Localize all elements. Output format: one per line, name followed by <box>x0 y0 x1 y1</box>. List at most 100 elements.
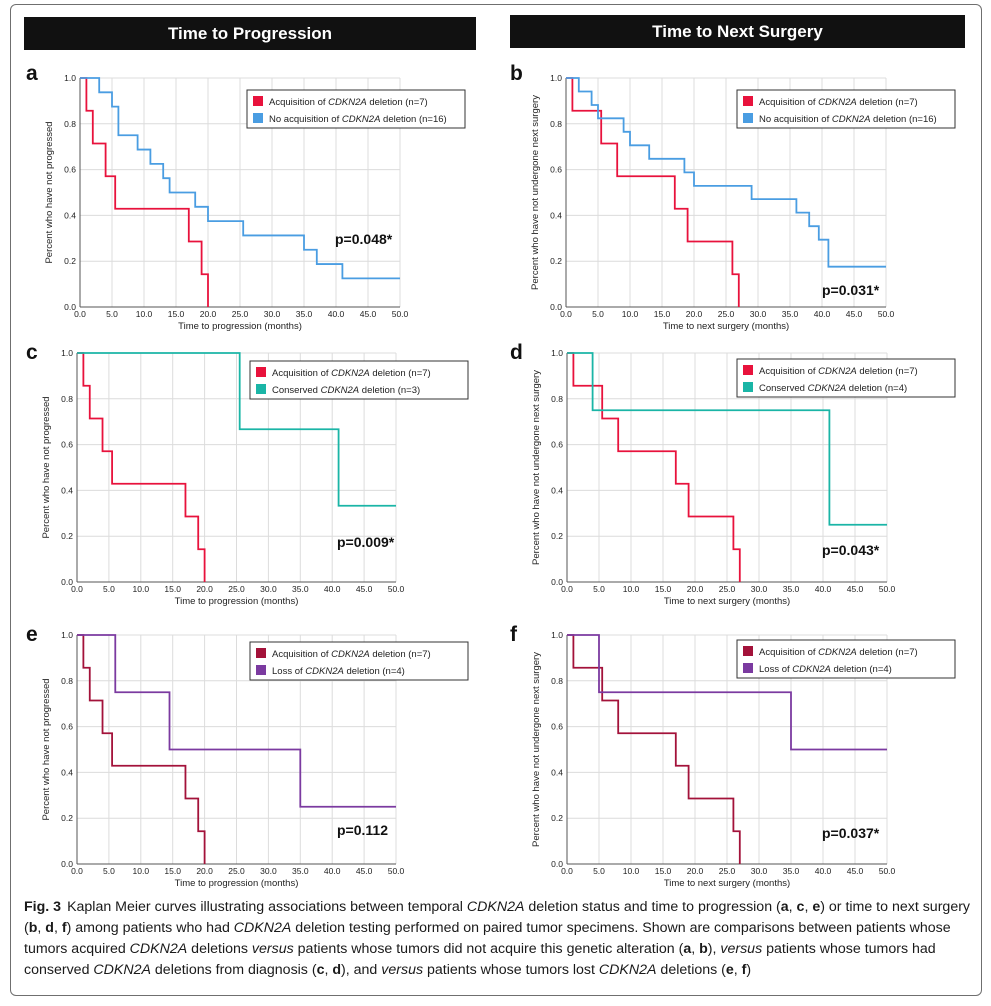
y-tick-label: 0.4 <box>61 767 73 777</box>
km-curve <box>567 634 741 864</box>
panel-letter: d <box>510 341 523 364</box>
legend-label: Loss of CDKN2A deletion (n=4) <box>272 666 405 677</box>
legend-swatch <box>743 113 753 123</box>
caption-segment: , <box>804 899 813 915</box>
x-tick-label: 5.0 <box>592 309 604 319</box>
legend-label-suffix: deletion (n=16) <box>380 114 446 125</box>
legend-swatch <box>743 382 753 392</box>
legend-box <box>736 358 956 398</box>
legend-label-gene: CDKN2A <box>321 385 360 396</box>
x-tick-label: 15.0 <box>164 584 181 594</box>
p-value: p=0.009* <box>337 534 395 550</box>
x-tick-label: 5.0 <box>106 309 118 319</box>
x-tick-label: 10.0 <box>133 866 150 876</box>
x-tick-label: 35.0 <box>783 584 800 594</box>
legend-label-gene: CDKN2A <box>818 97 857 108</box>
panel-letter: c <box>26 341 38 364</box>
km-curve <box>77 634 206 864</box>
y-axis-label: Percent who have not progressed <box>44 121 55 263</box>
x-tick-label: 10.0 <box>136 309 153 319</box>
y-tick-label: 0.8 <box>550 119 562 129</box>
y-tick-label: 0.2 <box>550 256 562 266</box>
x-tick-label: 45.0 <box>847 866 864 876</box>
legend-box <box>736 639 956 679</box>
legend: Acquisition of CDKN2A deletion (n=7) Cons… <box>249 360 469 400</box>
x-tick-label: 50.0 <box>878 309 895 319</box>
x-tick-label: 15.0 <box>654 309 671 319</box>
legend-label-suffix: deletion (n=7) <box>367 97 428 108</box>
caption-segment: ), and <box>341 962 382 978</box>
y-tick-label: 0.2 <box>64 256 76 266</box>
legend-swatch <box>743 646 753 656</box>
km-panel-c: c 0.0 5.0 10.0 15.0 20.0 25.0 30.0 35.0 40.0 45.0 5… <box>26 341 469 607</box>
x-tick-label: 10.0 <box>133 584 150 594</box>
y-tick-label: 0.8 <box>551 676 563 686</box>
x-tick-label: 5.0 <box>593 866 605 876</box>
legend-label-gene: CDKN2A <box>328 97 367 108</box>
x-tick-label: 40.0 <box>815 584 832 594</box>
y-tick-label: 0.2 <box>61 531 73 541</box>
x-tick-label: 35.0 <box>783 866 800 876</box>
y-tick-label: 0.2 <box>61 813 73 823</box>
y-axis-label: Percent who have not progressed <box>41 678 52 820</box>
caption-segment: CDKN2A <box>466 899 525 915</box>
figure-caption: Fig. 3 Kaplan Meier curves illustrating a… <box>24 897 974 981</box>
legend: Acquisition of CDKN2A deletion (n=7) Cons… <box>736 358 956 398</box>
legend-swatch <box>743 96 753 106</box>
panel-letter: b <box>510 62 523 85</box>
caption-segment: ) among patients who had <box>66 920 234 936</box>
caption-segment: ) <box>746 962 752 978</box>
y-tick-label: 0.6 <box>551 722 563 732</box>
x-tick-label: 50.0 <box>879 866 896 876</box>
y-tick-label: 1.0 <box>551 348 563 358</box>
caption-segment: , <box>324 962 333 978</box>
x-tick-label: 45.0 <box>360 309 377 319</box>
caption-text: Kaplan Meier curves illustrating associa… <box>24 899 970 978</box>
x-tick-label: 15.0 <box>655 866 672 876</box>
legend-swatch <box>256 384 266 394</box>
legend-label-gene: CDKN2A <box>818 647 857 658</box>
x-axis-label: Time to progression (months) <box>175 596 299 607</box>
legend-label-prefix: Acquisition of <box>759 366 818 377</box>
km-curve <box>567 634 887 751</box>
x-tick-label: 20.0 <box>687 866 704 876</box>
y-tick-label: 0.8 <box>64 119 76 129</box>
y-axis-label: Percent who have not undergone next surg… <box>531 370 542 565</box>
x-tick-label: 0.0 <box>74 309 86 319</box>
y-tick-label: 1.0 <box>61 348 73 358</box>
caption-segment: CDKN2A <box>598 962 657 978</box>
legend-swatch <box>743 365 753 375</box>
caption-segment: deletions from diagnosis ( <box>150 962 317 978</box>
x-tick-label: 25.0 <box>228 866 245 876</box>
legend-label: Acquisition of CDKN2A deletion (n=7) <box>269 97 428 108</box>
legend-box <box>736 89 956 129</box>
caption-segment: , <box>53 920 62 936</box>
legend-label-gene: CDKN2A <box>832 114 871 125</box>
km-curve <box>80 77 400 280</box>
x-tick-label: 25.0 <box>719 866 736 876</box>
x-tick-label: 25.0 <box>718 309 735 319</box>
x-tick-label: 45.0 <box>356 584 373 594</box>
caption-segment: deletions <box>187 941 252 957</box>
x-tick-label: 20.0 <box>196 866 213 876</box>
x-tick-label: 30.0 <box>264 309 281 319</box>
y-axis-label: Percent who have not undergone next surg… <box>531 652 542 847</box>
caption-segment: CDKN2A <box>129 941 188 957</box>
p-value: p=0.031* <box>822 282 880 298</box>
km-curve <box>77 634 396 808</box>
caption-segment: a <box>683 941 692 957</box>
caption-segment: f <box>741 962 747 978</box>
column-header-progression: Time to Progression <box>24 17 476 50</box>
y-tick-label: 0.8 <box>61 676 73 686</box>
y-tick-label: 0.0 <box>61 859 73 869</box>
legend-box <box>249 360 469 400</box>
panel-letter: e <box>26 623 38 646</box>
km-panel-b: b 0.0 5.0 10.0 15.0 20.0 25.0 30.0 35.0 40.0 45.0 5… <box>510 62 956 332</box>
x-tick-label: 10.0 <box>622 309 639 319</box>
caption-segment: deletion status and time to progression … <box>524 899 781 915</box>
y-tick-label: 0.6 <box>550 165 562 175</box>
y-tick-label: 0.0 <box>551 577 563 587</box>
km-panel-e: e 0.0 5.0 10.0 15.0 20.0 25.0 30.0 35.0 40.0 45.0 5… <box>26 623 469 889</box>
x-axis-label: Time to next surgery (months) <box>664 878 790 889</box>
y-tick-label: 0.2 <box>551 531 563 541</box>
